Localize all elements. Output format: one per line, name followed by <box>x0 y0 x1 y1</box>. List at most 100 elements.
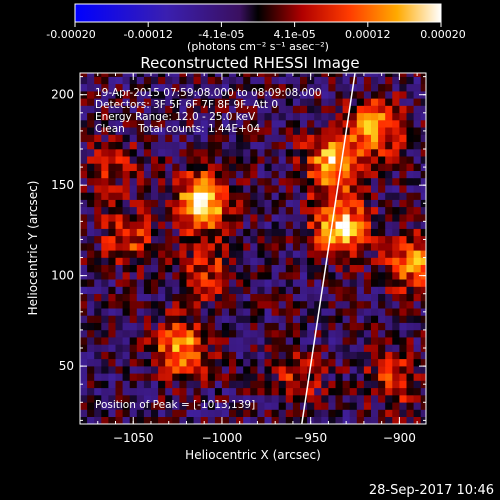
heatmap-cell <box>321 416 329 424</box>
heatmap-cell <box>172 409 180 417</box>
heatmap-cell <box>399 83 407 92</box>
heatmap-cell <box>80 337 88 345</box>
heatmap-cell <box>328 149 336 157</box>
heatmap-cell <box>87 329 95 338</box>
heatmap-cell <box>392 366 400 374</box>
heatmap-cell <box>179 373 187 381</box>
heatmap-cell <box>80 402 88 410</box>
heatmap-cell <box>214 177 223 186</box>
heatmap-cell <box>158 120 166 128</box>
heatmap-cell <box>158 91 166 99</box>
heatmap-cell <box>335 73 343 77</box>
heatmap-cell <box>214 112 223 121</box>
heatmap-cell <box>349 243 358 251</box>
heatmap-cell <box>214 120 223 128</box>
heatmap-cell <box>300 185 308 193</box>
heatmap-cell <box>243 170 251 179</box>
heatmap-cell <box>214 409 223 417</box>
heatmap-cell <box>307 395 315 403</box>
heatmap-cell <box>300 329 308 338</box>
heatmap-cell <box>143 112 152 121</box>
heatmap-cell <box>363 149 372 157</box>
heatmap-cell <box>143 134 152 142</box>
heatmap-cell <box>129 76 138 85</box>
heatmap-cell <box>321 235 329 244</box>
heatmap-cell <box>80 112 88 121</box>
heatmap-cell <box>94 235 102 244</box>
heatmap-cell <box>229 76 237 85</box>
heatmap-cell <box>186 329 194 338</box>
heatmap-cell <box>342 105 350 114</box>
heatmap-cell <box>200 185 209 193</box>
heatmap-cell <box>236 272 244 280</box>
heatmap-cell <box>186 272 194 280</box>
heatmap-cell <box>328 315 336 323</box>
heatmap-cell <box>101 344 109 352</box>
heatmap-cell <box>243 344 251 352</box>
heatmap-cell <box>101 286 109 294</box>
heatmap-cell <box>214 301 223 309</box>
heatmap-cell <box>221 337 230 345</box>
heatmap-cell <box>186 98 194 106</box>
heatmap-cell <box>129 206 138 215</box>
heatmap-cell <box>236 416 244 424</box>
heatmap-cell <box>80 395 88 403</box>
heatmap-cell <box>413 373 421 381</box>
heatmap-cell <box>143 192 152 200</box>
heatmap-cell <box>229 185 237 193</box>
heatmap-cell <box>129 170 138 179</box>
heatmap-cell <box>300 243 308 251</box>
heatmap-cell <box>335 228 343 237</box>
heatmap-cell <box>413 98 421 106</box>
heatmap-cell <box>172 199 180 208</box>
heatmap-cell <box>129 409 138 417</box>
heatmap-cell <box>420 279 426 287</box>
heatmap-cell <box>399 73 407 77</box>
heatmap-cell <box>179 192 187 200</box>
heatmap-cell <box>151 112 159 121</box>
heatmap-cell <box>129 127 138 135</box>
heatmap-cell <box>292 214 301 222</box>
heatmap-cell <box>371 127 379 135</box>
heatmap-cell <box>101 264 109 273</box>
heatmap-cell <box>392 235 400 244</box>
heatmap-cell <box>243 91 251 99</box>
heatmap-cell <box>129 257 138 265</box>
heatmap-cell <box>200 98 209 106</box>
heatmap-cell <box>328 199 336 208</box>
heatmap-cell <box>101 235 109 244</box>
heatmap-cell <box>378 250 386 258</box>
heatmap-cell <box>292 402 301 410</box>
heatmap-cell <box>307 272 315 280</box>
heatmap-cell <box>115 380 123 389</box>
heatmap-cell <box>108 98 116 106</box>
heatmap-cell <box>314 221 322 229</box>
heatmap-cell <box>200 272 209 280</box>
heatmap-cell <box>278 387 287 396</box>
heatmap-cell <box>115 272 123 280</box>
heatmap-cell <box>136 243 145 251</box>
heatmap-cell <box>243 221 251 229</box>
heatmap-cell <box>392 373 400 381</box>
heatmap-cell <box>385 416 393 424</box>
colorbar: -0.00020 -0.00012 -4.1e-05 4.1e-05 0.00012 0.… <box>46 3 466 53</box>
heatmap-cell <box>285 250 294 258</box>
heatmap-cell <box>257 358 265 367</box>
heatmap-cell <box>236 235 244 244</box>
heatmap-cell <box>250 206 258 215</box>
heatmap-cell <box>356 141 365 150</box>
heatmap-cell <box>257 264 265 273</box>
heatmap-cell <box>221 105 230 114</box>
colorbar-unit-label: (photons cm⁻² s⁻¹ asec⁻²) <box>187 40 329 53</box>
heatmap-cell <box>371 301 379 309</box>
heatmap-cell <box>236 409 244 417</box>
heatmap-cell <box>207 250 216 258</box>
heatmap-cell <box>129 344 138 352</box>
heatmap-cell <box>300 149 308 157</box>
heatmap-cell <box>108 409 116 417</box>
heatmap-cell <box>335 301 343 309</box>
heatmap-cell <box>136 127 145 135</box>
heatmap-cell <box>221 409 230 417</box>
heatmap-cell <box>264 293 272 302</box>
heatmap-cell <box>406 366 414 374</box>
